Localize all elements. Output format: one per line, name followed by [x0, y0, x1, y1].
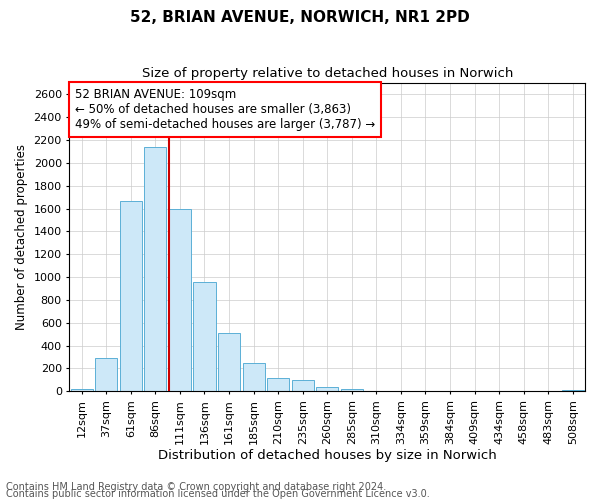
X-axis label: Distribution of detached houses by size in Norwich: Distribution of detached houses by size …: [158, 450, 497, 462]
Bar: [71, 389, 93, 392]
Bar: [193, 282, 215, 392]
Bar: [169, 208, 191, 392]
Y-axis label: Number of detached properties: Number of detached properties: [15, 144, 28, 330]
Bar: [341, 389, 363, 392]
Text: Contains HM Land Registry data © Crown copyright and database right 2024.: Contains HM Land Registry data © Crown c…: [6, 482, 386, 492]
Bar: [145, 147, 166, 392]
Text: 52 BRIAN AVENUE: 109sqm
← 50% of detached houses are smaller (3,863)
49% of semi: 52 BRIAN AVENUE: 109sqm ← 50% of detache…: [74, 88, 375, 130]
Bar: [95, 358, 118, 392]
Bar: [316, 388, 338, 392]
Bar: [267, 378, 289, 392]
Text: Contains public sector information licensed under the Open Government Licence v3: Contains public sector information licen…: [6, 489, 430, 499]
Bar: [218, 333, 240, 392]
Bar: [120, 200, 142, 392]
Bar: [365, 390, 388, 392]
Bar: [242, 363, 265, 392]
Text: 52, BRIAN AVENUE, NORWICH, NR1 2PD: 52, BRIAN AVENUE, NORWICH, NR1 2PD: [130, 10, 470, 25]
Bar: [562, 390, 584, 392]
Bar: [292, 380, 314, 392]
Title: Size of property relative to detached houses in Norwich: Size of property relative to detached ho…: [142, 68, 513, 80]
